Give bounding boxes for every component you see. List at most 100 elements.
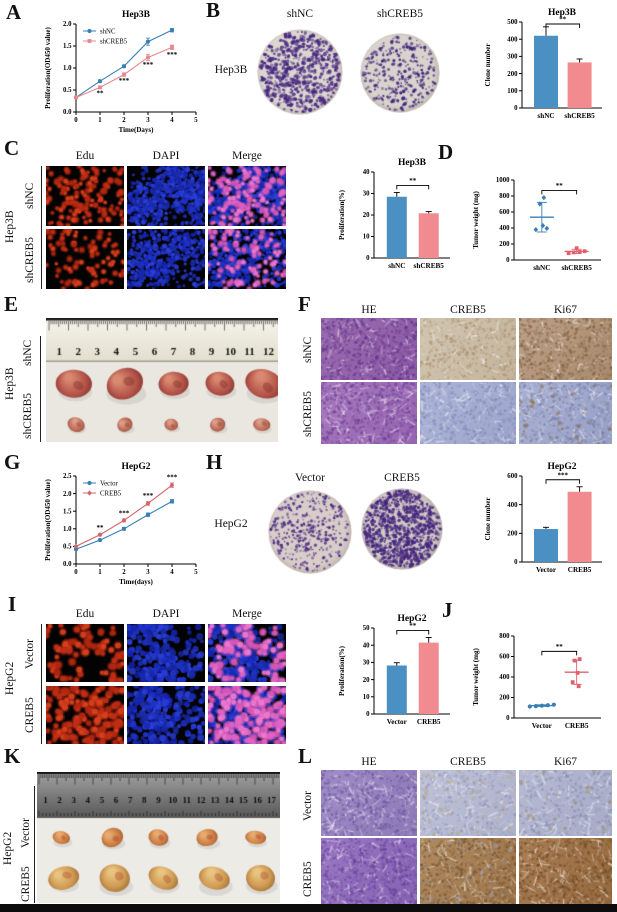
creb5-ihc-creb5 [420,838,516,904]
svg-text:0.0: 0.0 [63,109,72,116]
panel-d-letter: D [438,140,454,164]
svg-text:CREB5: CREB5 [417,718,441,726]
edu-micrograph-shcreb5 [46,229,124,289]
svg-text:40: 40 [363,642,370,649]
group-label-hepg2: HepG2 [2,831,14,865]
colony-row-label-hepg2: HepG2 [214,518,248,530]
svg-text:Tumor weight (mg): Tumor weight (mg) [472,191,480,249]
svg-text:800: 800 [499,193,510,200]
svg-text:**: ** [97,524,105,532]
svg-text:Vector: Vector [387,718,408,726]
svg-text:0: 0 [366,255,370,262]
merge-micrograph-creb5 [208,686,286,744]
svg-text:2: 2 [122,569,126,576]
merge-micrograph-shnc [208,166,286,226]
row-label-shcreb5: shCREB5 [22,393,34,440]
svg-text:Time(Days): Time(Days) [119,126,155,134]
svg-text:800: 800 [499,633,510,640]
row-label-creb5: CREB5 [24,697,36,733]
svg-text:HepG2: HepG2 [547,462,576,472]
svg-text:1.5: 1.5 [63,508,72,515]
svg-text:Tumor weight (mg): Tumor weight (mg) [472,648,480,706]
svg-text:***: *** [143,61,154,69]
ki67-col-header: Ki67 [554,304,577,316]
svg-text:HepG2: HepG2 [397,614,426,624]
creb5-ihc-shnc [420,318,516,380]
edu-col-header: Edu [75,150,95,162]
row-label-shcreb5: shCREB5 [24,237,36,284]
colony-col-label-vector: Vector [294,472,325,484]
svg-text:200: 200 [499,695,510,702]
dapi-micrograph-vector [127,624,205,682]
svg-text:0: 0 [366,711,370,718]
edu-micrograph-shnc [46,166,124,226]
merge-micrograph-vector [208,624,286,682]
row-bracket [41,624,42,744]
svg-text:2.5: 2.5 [63,473,72,480]
svg-text:0.5: 0.5 [63,87,72,94]
svg-text:CREB5: CREB5 [100,490,122,497]
svg-text:***: *** [119,77,130,85]
svg-text:50: 50 [363,625,370,632]
svg-text:0.0: 0.0 [63,561,72,568]
svg-text:shNC: shNC [537,112,554,120]
svg-text:400: 400 [507,36,518,43]
svg-text:***: *** [119,509,130,517]
svg-text:500: 500 [507,19,518,26]
svg-text:1.5: 1.5 [63,43,72,50]
he-col-header: HE [361,756,377,768]
svg-text:shNC: shNC [533,264,550,272]
svg-text:Proliferation(%): Proliferation(%) [338,645,346,696]
cck8-line-chart-hep3b: 0.0 0.5 1.0 1.5 2.0 Hep3B Proliferation(OD450 … [44,10,198,134]
row-label-vector: Vector [302,791,314,822]
svg-text:3: 3 [146,117,150,124]
svg-text:Vector: Vector [100,480,118,487]
row-label-shcreb5: shCREB5 [302,391,314,438]
svg-text:20: 20 [363,677,370,684]
svg-text:shNC: shNC [100,28,116,35]
colony-col-label-shcreb5: shCREB5 [376,8,423,20]
svg-text:shCREB5: shCREB5 [414,262,445,270]
row-label-creb5: CREB5 [302,861,314,897]
group-label-hepg2: HepG2 [4,661,16,695]
clone-number-bar-chart-hepg2: 0 200 400 600 HepG2 Clone number Vector CREB5 **… [484,462,602,574]
colony-col-label-shnc: shNC [286,8,314,20]
panel-h-letter: H [206,450,223,474]
row-label-shnc: shNC [22,339,34,367]
ki67-ihc-shcreb5 [519,382,612,444]
ki67-ihc-creb5 [519,838,612,904]
svg-text:200: 200 [499,241,510,248]
svg-text:Hep3B: Hep3B [398,158,427,168]
dapi-col-header: DAPI [152,608,180,620]
svg-text:200: 200 [507,531,518,538]
svg-text:CREB5: CREB5 [568,566,592,574]
svg-text:Proliferation(OD450 value): Proliferation(OD450 value) [44,26,52,108]
ki67-col-header: Ki67 [554,756,577,768]
svg-text:***: *** [143,492,154,500]
edu-col-header: Edu [75,608,95,620]
panel-l-letter: L [298,744,313,768]
svg-text:600: 600 [499,654,510,661]
svg-text:30: 30 [363,660,370,667]
svg-text:CREB5: CREB5 [565,722,589,730]
tumor-photo-hep3b [46,318,278,442]
svg-text:10: 10 [363,234,370,241]
dapi-micrograph-shnc [127,166,205,226]
svg-text:***: *** [558,471,569,479]
svg-text:**: ** [556,643,564,651]
panel-g-letter: G [4,450,21,474]
creb5-col-header: CREB5 [450,304,486,316]
svg-text:3: 3 [146,569,150,576]
svg-text:2.0: 2.0 [63,491,72,498]
edu-micrograph-vector [46,624,124,682]
svg-text:0: 0 [514,559,518,566]
creb5-ihc-shcreb5 [420,382,516,444]
svg-text:400: 400 [507,502,518,509]
svg-text:Clone number: Clone number [484,44,492,87]
svg-text:shCREB5: shCREB5 [564,112,595,120]
row-bracket [34,786,35,903]
row-label-vector: Vector [24,639,36,670]
proliferation-bar-chart-hepg2: 0 10 20 30 40 50 HepG2 Proliferation(%) Vector CR… [338,614,450,726]
panel-i-letter: I [8,592,17,616]
creb5-ihc-vector [420,770,516,836]
